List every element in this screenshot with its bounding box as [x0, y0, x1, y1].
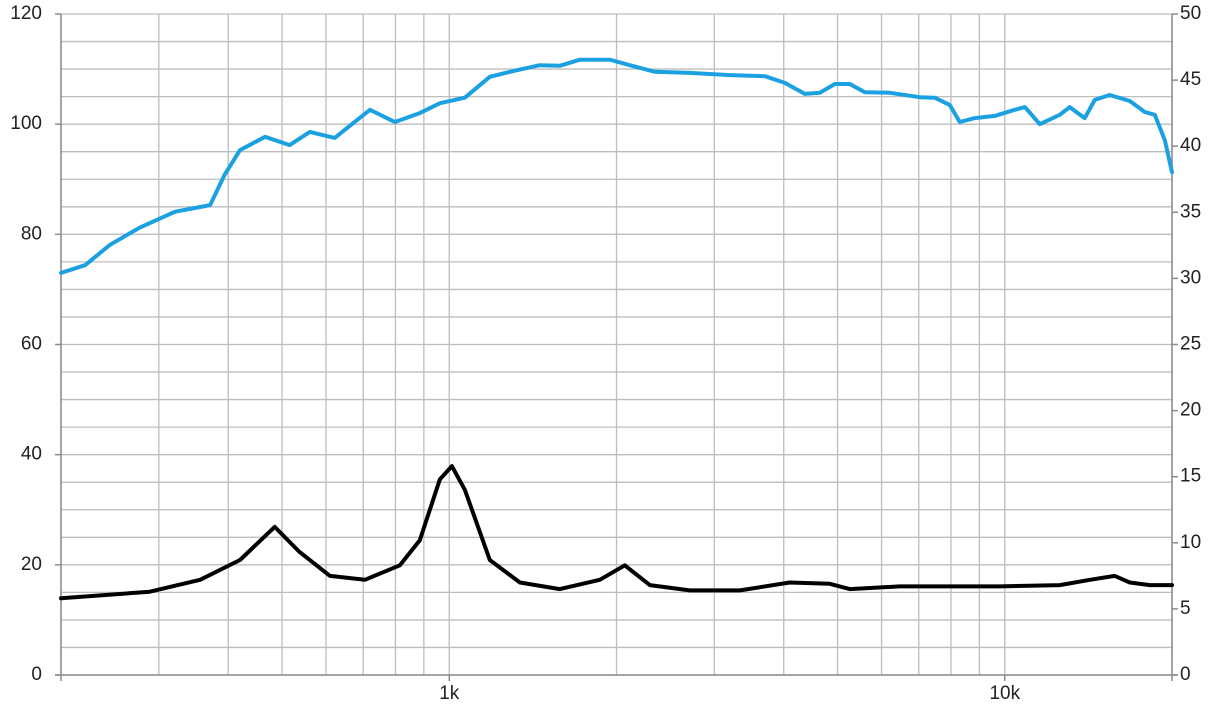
- y2-tick-label: 35: [1180, 201, 1201, 222]
- y2-tick-label: 15: [1180, 466, 1201, 487]
- y2-tick-label: 25: [1180, 334, 1201, 355]
- series-line: [59, 464, 1174, 601]
- y-tick-label: 100: [10, 113, 42, 134]
- y2-tick-label: 5: [1180, 598, 1191, 619]
- y2-tick-label: 10: [1180, 532, 1201, 553]
- y2-tick-label: 0: [1180, 664, 1191, 685]
- y2-tick-label: 45: [1180, 69, 1201, 90]
- y-tick-label: 20: [21, 554, 42, 575]
- y-tick-label: 0: [31, 664, 42, 685]
- y-tick-label: 60: [21, 334, 42, 355]
- y2-tick-label: 50: [1180, 3, 1201, 24]
- y2-tick-label: 30: [1180, 267, 1201, 288]
- y2-tick-label: 20: [1180, 400, 1201, 421]
- y-tick-label: 80: [21, 223, 42, 244]
- x-tick-label: 10k: [989, 683, 1020, 704]
- y2-tick-label: 40: [1180, 135, 1201, 156]
- series-line: [59, 57, 1174, 275]
- y-tick-label: 120: [10, 3, 42, 24]
- x-tick-label: 1k: [439, 683, 460, 704]
- y-tick-label: 40: [21, 444, 42, 465]
